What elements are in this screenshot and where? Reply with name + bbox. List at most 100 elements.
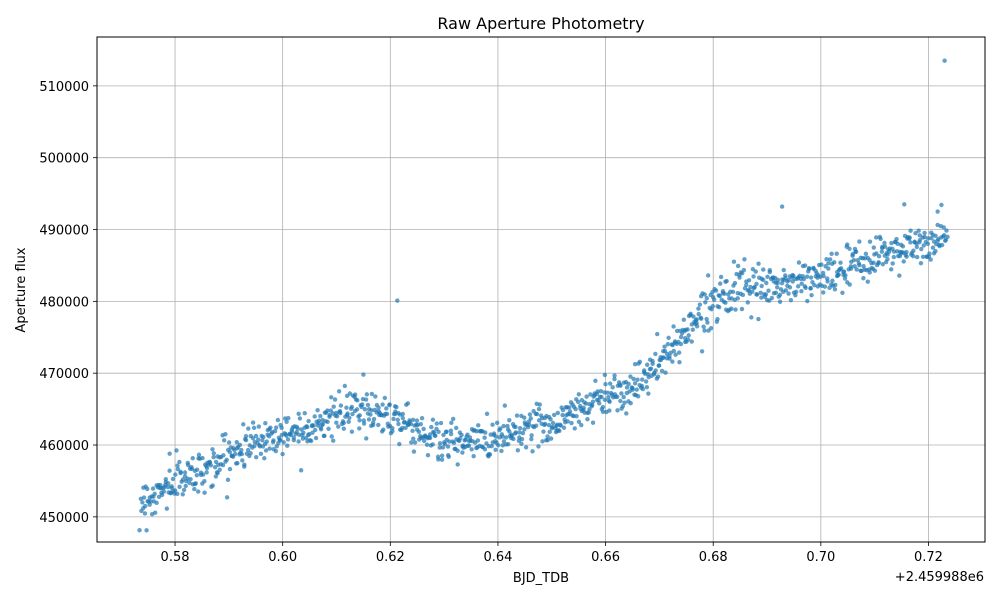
data-point bbox=[897, 273, 902, 278]
data-point bbox=[449, 420, 454, 426]
data-point bbox=[455, 462, 460, 467]
data-point bbox=[322, 433, 327, 439]
data-point bbox=[526, 422, 532, 427]
data-point bbox=[145, 486, 150, 492]
data-point bbox=[154, 500, 159, 505]
data-point bbox=[853, 249, 859, 254]
data-point bbox=[173, 472, 178, 477]
data-point bbox=[773, 290, 779, 295]
data-point bbox=[329, 434, 334, 439]
data-point bbox=[277, 438, 283, 443]
data-point bbox=[610, 385, 615, 390]
data-point bbox=[702, 292, 707, 297]
data-point bbox=[917, 237, 923, 243]
data-point bbox=[400, 415, 406, 421]
data-point bbox=[368, 412, 373, 417]
data-point bbox=[196, 452, 202, 457]
data-point bbox=[628, 401, 633, 406]
data-point bbox=[830, 278, 835, 283]
data-point bbox=[187, 480, 192, 486]
data-point bbox=[914, 244, 920, 250]
data-point bbox=[500, 434, 505, 439]
data-point bbox=[326, 426, 331, 431]
data-point bbox=[572, 426, 577, 431]
data-point bbox=[644, 362, 650, 367]
data-point bbox=[137, 528, 142, 533]
data-point bbox=[282, 416, 288, 421]
data-point bbox=[710, 304, 716, 309]
data-point bbox=[821, 290, 826, 295]
data-point bbox=[369, 408, 374, 413]
data-point bbox=[183, 483, 188, 489]
data-point bbox=[246, 426, 251, 431]
data-point bbox=[224, 457, 229, 463]
data-point bbox=[838, 266, 844, 271]
data-point bbox=[590, 399, 596, 404]
data-point bbox=[919, 246, 924, 252]
data-point bbox=[318, 427, 324, 432]
data-point bbox=[590, 420, 596, 425]
data-point bbox=[308, 438, 314, 444]
data-point bbox=[325, 419, 330, 424]
data-point bbox=[783, 273, 788, 278]
data-point bbox=[215, 470, 220, 476]
data-point bbox=[355, 398, 360, 403]
data-point bbox=[366, 417, 372, 422]
data-point bbox=[739, 306, 745, 312]
data-point bbox=[190, 456, 195, 461]
data-point bbox=[694, 324, 700, 329]
data-point bbox=[239, 447, 244, 453]
data-point bbox=[653, 351, 658, 357]
data-point bbox=[369, 391, 375, 397]
data-point bbox=[159, 492, 165, 498]
data-point bbox=[620, 403, 626, 409]
data-point bbox=[530, 449, 535, 454]
data-point bbox=[871, 260, 876, 265]
data-point bbox=[440, 445, 446, 450]
data-point bbox=[338, 403, 344, 408]
data-point bbox=[615, 408, 620, 413]
data-point bbox=[569, 420, 574, 426]
data-point bbox=[733, 307, 738, 312]
data-point bbox=[618, 383, 623, 388]
data-point bbox=[854, 267, 859, 272]
data-point bbox=[907, 235, 912, 240]
data-point bbox=[245, 447, 251, 453]
data-point bbox=[411, 449, 417, 454]
data-point bbox=[144, 528, 149, 533]
data-point bbox=[405, 401, 411, 406]
data-point bbox=[357, 426, 362, 431]
data-point bbox=[336, 389, 342, 394]
data-point bbox=[944, 228, 949, 233]
x-tick-label: 0.68 bbox=[699, 550, 728, 565]
data-point bbox=[493, 434, 499, 439]
data-point bbox=[466, 443, 472, 448]
x-tick-label: 0.70 bbox=[806, 550, 835, 565]
data-point bbox=[204, 470, 209, 475]
data-point bbox=[933, 233, 938, 238]
data-point bbox=[390, 429, 395, 434]
data-point bbox=[507, 417, 512, 423]
data-point bbox=[766, 288, 771, 293]
y-axis-ticks: 450000 460000 470000 480000 490000 500000 5100… bbox=[39, 80, 97, 526]
data-point bbox=[722, 291, 727, 296]
data-point bbox=[656, 363, 662, 368]
data-point bbox=[302, 410, 307, 416]
data-point bbox=[678, 341, 684, 347]
data-point bbox=[336, 424, 341, 429]
data-point bbox=[152, 510, 158, 515]
data-point bbox=[916, 228, 921, 233]
data-point bbox=[715, 317, 720, 322]
data-point bbox=[790, 279, 795, 284]
data-point bbox=[450, 416, 456, 422]
data-point bbox=[175, 467, 181, 472]
data-point bbox=[517, 430, 522, 435]
data-point bbox=[143, 503, 148, 509]
data-point bbox=[200, 455, 205, 461]
data-point bbox=[913, 230, 918, 236]
data-point bbox=[409, 440, 414, 445]
data-point bbox=[363, 397, 369, 402]
data-point bbox=[334, 414, 340, 419]
data-point bbox=[361, 372, 366, 377]
